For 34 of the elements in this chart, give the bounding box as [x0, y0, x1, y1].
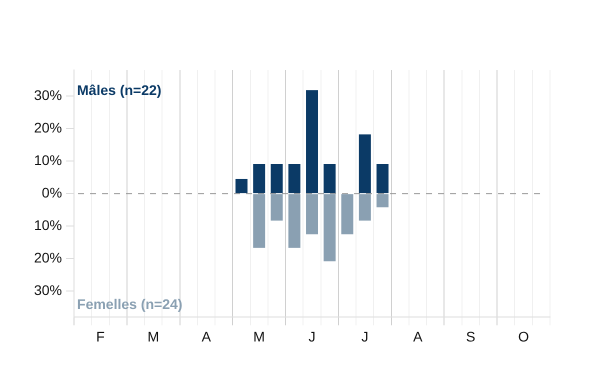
- bar: [270, 194, 283, 221]
- x-tick-label: M: [148, 328, 160, 344]
- y-tick-label: 20%: [34, 250, 62, 266]
- y-tick-label: 10%: [34, 216, 62, 233]
- bar: [253, 164, 266, 194]
- bar: [236, 178, 248, 194]
- text: Mâles (n=22): [77, 82, 162, 98]
- y-tick-label: 10%: [34, 152, 62, 168]
- bar: [324, 194, 336, 262]
- bar: [358, 194, 371, 221]
- x-tick-label: M: [253, 328, 265, 344]
- bar: [376, 164, 389, 194]
- y-tick-label: 20%: [34, 119, 62, 136]
- bar: [341, 194, 354, 234]
- bar: [288, 164, 300, 194]
- bar: [288, 194, 300, 248]
- x-tick-label: S: [466, 328, 476, 344]
- x-tick-label: A: [202, 328, 212, 344]
- bar: [253, 194, 266, 248]
- bar: [306, 194, 318, 234]
- x-tick-label: F: [96, 328, 105, 344]
- y-tick-label: 0%: [42, 184, 62, 200]
- x-tick-label: O: [518, 328, 530, 344]
- y-tick-label: 30%: [34, 86, 62, 103]
- bar: [358, 134, 371, 194]
- bar: [324, 164, 336, 194]
- bar: [270, 164, 283, 194]
- text: Femelles (n=24): [77, 296, 182, 312]
- x-tick-label: J: [308, 328, 316, 344]
- x-tick-label: A: [413, 328, 424, 344]
- bar: [306, 90, 318, 194]
- bar: [376, 194, 389, 208]
- x-tick-label: J: [361, 328, 368, 344]
- y-tick-label: 30%: [34, 282, 62, 298]
